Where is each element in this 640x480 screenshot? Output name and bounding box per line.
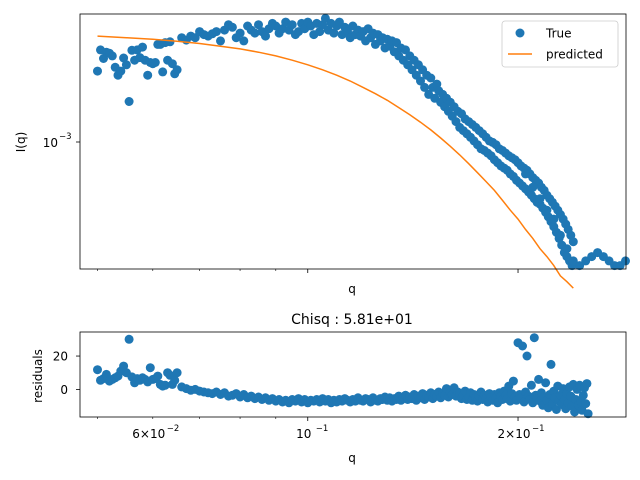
y-tick-label: 0 <box>60 383 68 397</box>
legend: True predicted <box>501 20 619 68</box>
residual-point <box>578 390 588 400</box>
x-tick-exp: −1 <box>316 424 329 434</box>
data-point <box>575 261 585 271</box>
residual-point <box>172 368 182 378</box>
data-point <box>143 70 153 80</box>
residual-point <box>529 333 539 343</box>
residual-point <box>93 365 102 375</box>
legend-label-true: True <box>545 27 572 41</box>
data-point <box>542 205 552 215</box>
residual-point <box>526 380 536 390</box>
data-point <box>329 28 339 38</box>
x-tick-exp: −2 <box>167 424 180 434</box>
x-tick-label: 10 <box>296 427 311 441</box>
main-y-tick-label: 10 <box>43 136 58 150</box>
y-tick-label: 20 <box>53 350 68 364</box>
residuals-x-label: q <box>348 451 356 465</box>
residual-point <box>534 374 544 384</box>
data-point <box>420 82 430 92</box>
data-point <box>124 97 134 106</box>
legend-marker-true <box>515 28 525 38</box>
main-y-tick-exp: −3 <box>59 132 72 142</box>
data-point <box>158 67 168 77</box>
residuals-title: Chisq : 5.81e+01 <box>291 312 413 328</box>
residuals-panel: Chisq : 5.81e+01 020 6×10 −2 10 −1 2×10 −1 q … <box>31 312 627 465</box>
residual-point <box>570 407 580 417</box>
data-point <box>239 36 249 46</box>
data-point <box>287 20 297 30</box>
legend-label-predicted: predicted <box>546 48 603 62</box>
residual-point <box>522 351 532 361</box>
data-point <box>261 31 270 41</box>
residual-point <box>541 378 551 388</box>
residual-point <box>583 409 593 419</box>
data-point <box>138 42 147 52</box>
data-point <box>528 182 538 192</box>
data-point <box>93 66 102 76</box>
main-panel: 10 −3 q I(q) True predicted <box>14 13 630 296</box>
main-y-tick: 10 −3 <box>43 132 80 150</box>
data-point <box>227 22 237 32</box>
residual-point <box>518 341 527 351</box>
data-point <box>107 51 117 61</box>
residuals-axes-frame <box>79 331 627 418</box>
residuals-y-ticks: 0 20 <box>53 350 80 397</box>
data-point <box>549 214 559 224</box>
data-point <box>235 28 245 38</box>
data-point <box>555 230 565 240</box>
residual-point <box>145 363 155 373</box>
data-point <box>216 36 225 46</box>
residual-point <box>101 369 111 379</box>
data-point <box>521 169 530 179</box>
data-point <box>165 37 175 47</box>
main-scatter-true <box>93 13 630 271</box>
residual-point <box>582 379 592 389</box>
main-x-label: q <box>348 282 356 296</box>
residual-point <box>124 334 134 344</box>
data-point <box>211 27 221 37</box>
data-point <box>121 60 131 70</box>
residual-point <box>170 375 180 385</box>
main-x-ticks <box>97 269 519 273</box>
predicted-line <box>97 35 574 289</box>
x-tick-label: 2×10 <box>498 427 531 441</box>
residual-point <box>581 399 591 409</box>
residuals-x-ticks: 6×10 −2 10 −1 2×10 −1 <box>97 417 545 441</box>
residual-point <box>153 371 163 381</box>
data-point <box>116 66 126 76</box>
data-point <box>535 194 545 204</box>
residual-scatter <box>93 333 593 419</box>
data-point <box>167 59 177 69</box>
data-point <box>568 256 578 266</box>
data-point <box>568 237 578 247</box>
legend-box <box>501 20 619 68</box>
x-tick-label: 6×10 <box>132 427 165 441</box>
data-point <box>172 65 182 75</box>
residual-point <box>546 359 556 369</box>
data-point <box>621 256 630 266</box>
data-point <box>254 20 263 30</box>
data-point <box>426 73 436 83</box>
data-point <box>562 244 572 254</box>
residual-point <box>508 376 518 386</box>
main-y-label: I(q) <box>14 132 28 153</box>
data-point <box>315 27 325 37</box>
data-point <box>150 58 160 67</box>
data-point <box>250 28 260 38</box>
data-point <box>416 76 425 86</box>
x-tick-exp: −1 <box>532 424 545 434</box>
data-point <box>119 53 129 63</box>
main-axes-frame <box>79 13 627 270</box>
residuals-y-label: residuals <box>31 349 45 403</box>
residual-point <box>160 380 170 390</box>
